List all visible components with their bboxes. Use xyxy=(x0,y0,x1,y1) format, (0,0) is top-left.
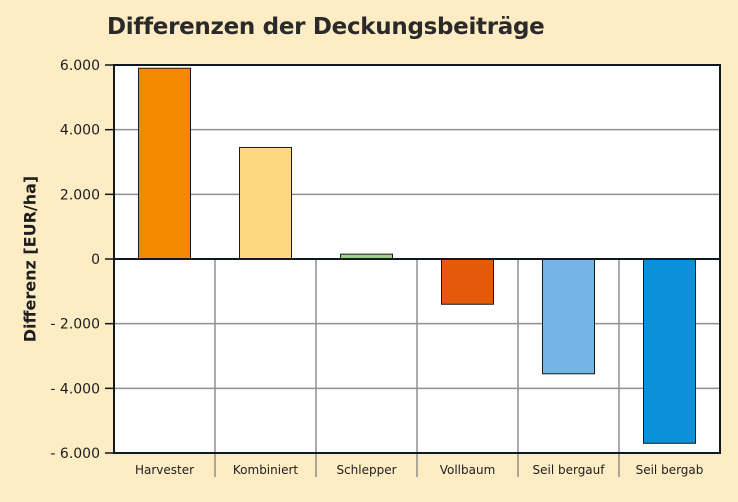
x-category-label: Kombiniert xyxy=(233,463,299,477)
y-tick-label: 2.000 xyxy=(60,187,100,203)
y-tick-label: - 4.000 xyxy=(50,381,100,397)
bar-kombiniert xyxy=(239,146,292,260)
bar-harvester xyxy=(138,67,191,260)
x-category-label: Seil bergauf xyxy=(532,463,605,477)
x-category-label: Seil bergab xyxy=(636,463,704,477)
y-tick-label: - 2.000 xyxy=(50,317,100,333)
bar-seil-bergauf xyxy=(542,258,595,375)
x-category-label: Schlepper xyxy=(336,463,396,477)
y-tick-label: - 6.000 xyxy=(50,446,100,462)
x-categories: Harvester Kombiniert Schlepper Vollbaum Seil… xyxy=(135,463,703,477)
y-tick-label: 0 xyxy=(91,252,100,268)
x-category-label: Harvester xyxy=(135,463,194,477)
y-ticks: 6.000 4.000 2.000 0 - 2.000 - 4.000 - 6.000 xyxy=(50,58,114,462)
bar-vollbaum xyxy=(441,258,494,305)
chart-title: Differenzen der Deckungsbeiträge xyxy=(107,14,545,40)
bar-seil-bergab xyxy=(643,258,696,444)
y-tick-label: 4.000 xyxy=(60,123,100,139)
x-category-label: Vollbaum xyxy=(440,463,496,477)
gridlines xyxy=(114,65,720,477)
y-tick-label: 6.000 xyxy=(60,58,100,74)
